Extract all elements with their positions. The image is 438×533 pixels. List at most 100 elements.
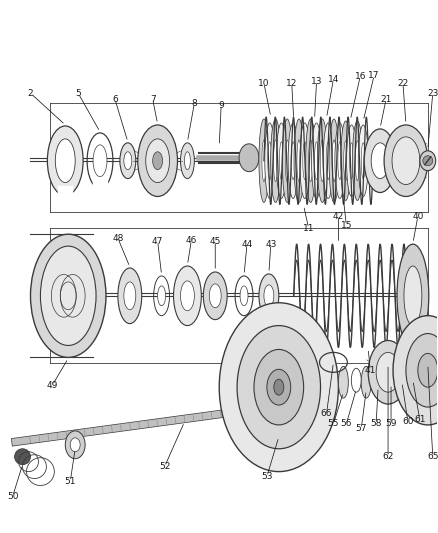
Ellipse shape: [263, 285, 273, 306]
Ellipse shape: [299, 123, 309, 198]
Text: 22: 22: [396, 79, 408, 88]
Text: 42: 42: [332, 212, 343, 221]
Text: 50: 50: [7, 492, 18, 501]
Text: 8: 8: [191, 99, 197, 108]
Ellipse shape: [219, 303, 338, 472]
Ellipse shape: [55, 139, 75, 183]
Ellipse shape: [328, 119, 338, 203]
Ellipse shape: [254, 350, 303, 425]
Ellipse shape: [267, 142, 271, 180]
Ellipse shape: [258, 119, 268, 203]
Text: 12: 12: [286, 79, 297, 88]
Ellipse shape: [343, 141, 347, 181]
Ellipse shape: [383, 125, 427, 197]
Ellipse shape: [334, 123, 344, 198]
Ellipse shape: [407, 362, 417, 386]
Text: 56: 56: [340, 419, 351, 429]
Text: 14: 14: [327, 75, 338, 84]
Ellipse shape: [70, 438, 80, 452]
Text: 53: 53: [261, 472, 272, 481]
Ellipse shape: [287, 123, 297, 198]
Text: 21: 21: [379, 95, 391, 103]
Text: 49: 49: [46, 381, 58, 390]
Ellipse shape: [273, 140, 277, 182]
Ellipse shape: [375, 352, 399, 392]
Ellipse shape: [285, 140, 289, 182]
Ellipse shape: [392, 316, 438, 425]
Ellipse shape: [355, 141, 359, 181]
Text: 13: 13: [310, 77, 321, 86]
Ellipse shape: [296, 140, 300, 182]
Ellipse shape: [417, 353, 437, 387]
Ellipse shape: [145, 139, 169, 183]
Ellipse shape: [47, 126, 83, 196]
Ellipse shape: [203, 272, 226, 320]
Ellipse shape: [352, 121, 361, 200]
Text: 43: 43: [265, 240, 276, 249]
Ellipse shape: [237, 326, 320, 449]
Text: 2: 2: [28, 88, 33, 98]
Ellipse shape: [391, 137, 419, 184]
Ellipse shape: [264, 123, 274, 198]
Ellipse shape: [371, 143, 388, 179]
Ellipse shape: [325, 142, 329, 180]
Ellipse shape: [349, 143, 353, 179]
Text: 5: 5: [75, 88, 81, 98]
Ellipse shape: [240, 286, 247, 306]
Ellipse shape: [270, 119, 280, 203]
Circle shape: [422, 156, 432, 166]
Text: 51: 51: [64, 477, 76, 486]
Text: 48: 48: [112, 233, 124, 243]
Text: 61: 61: [413, 415, 424, 424]
Text: 6: 6: [112, 95, 117, 103]
Text: 9: 9: [218, 101, 223, 110]
Ellipse shape: [180, 143, 194, 179]
Text: 16: 16: [354, 72, 365, 81]
Ellipse shape: [124, 152, 131, 169]
Ellipse shape: [293, 119, 303, 203]
Circle shape: [14, 449, 30, 465]
Ellipse shape: [157, 286, 165, 306]
Ellipse shape: [30, 234, 106, 358]
Ellipse shape: [282, 119, 292, 203]
Ellipse shape: [93, 145, 107, 176]
Ellipse shape: [209, 284, 221, 308]
Ellipse shape: [367, 341, 407, 404]
Ellipse shape: [258, 274, 278, 318]
Text: 66: 66: [320, 409, 332, 418]
Text: 52: 52: [159, 462, 170, 471]
Ellipse shape: [305, 119, 315, 203]
Ellipse shape: [261, 140, 265, 182]
Ellipse shape: [357, 125, 367, 197]
Ellipse shape: [124, 282, 135, 310]
Text: 17: 17: [367, 71, 379, 80]
Ellipse shape: [360, 143, 364, 179]
Ellipse shape: [138, 125, 177, 197]
Text: 60: 60: [401, 417, 413, 426]
Ellipse shape: [302, 142, 306, 180]
Text: 58: 58: [370, 419, 381, 429]
Text: 59: 59: [385, 419, 396, 429]
Ellipse shape: [314, 142, 318, 180]
Ellipse shape: [173, 266, 201, 326]
Ellipse shape: [405, 334, 438, 407]
Ellipse shape: [360, 366, 371, 398]
Ellipse shape: [338, 366, 347, 398]
Text: 7: 7: [149, 95, 155, 103]
Ellipse shape: [308, 140, 312, 182]
Text: 65: 65: [426, 452, 438, 461]
Text: 15: 15: [340, 221, 351, 230]
Text: 44: 44: [241, 240, 252, 249]
Text: 40: 40: [411, 212, 423, 221]
Ellipse shape: [65, 431, 85, 459]
Ellipse shape: [266, 369, 290, 405]
Ellipse shape: [184, 152, 190, 169]
Ellipse shape: [364, 129, 395, 192]
Ellipse shape: [290, 142, 294, 180]
Ellipse shape: [337, 142, 341, 180]
Ellipse shape: [276, 123, 286, 198]
Ellipse shape: [311, 123, 321, 198]
Text: 47: 47: [152, 237, 163, 246]
Ellipse shape: [385, 364, 395, 391]
Ellipse shape: [322, 123, 332, 198]
